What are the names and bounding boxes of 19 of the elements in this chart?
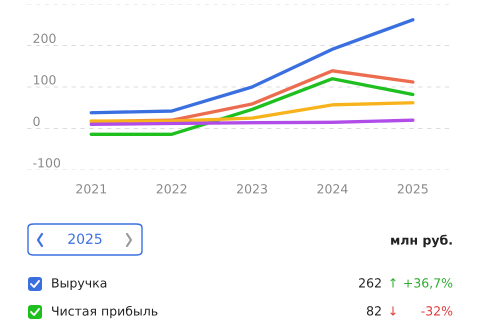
x-tick-label: 2023 xyxy=(237,184,267,194)
text: +36,7% xyxy=(404,278,452,289)
y-tick-label: 200 xyxy=(33,34,56,44)
legend-label: Выручка xyxy=(52,278,106,290)
legend-label: Чистая прибыль xyxy=(52,306,158,318)
x-tick-label: 2021 xyxy=(76,184,106,194)
text: -32% xyxy=(421,306,452,316)
text: 262 xyxy=(359,278,381,288)
text: млн руб. xyxy=(391,234,452,248)
text: ↑ xyxy=(390,278,396,288)
x-tick-label: 2024 xyxy=(317,184,348,194)
x-tick-label: 2022 xyxy=(156,184,186,194)
text: 82 xyxy=(366,306,381,316)
y-tick-label: 0 xyxy=(33,116,40,126)
x-tick-label: 2025 xyxy=(398,184,428,194)
text: ↓ xyxy=(390,306,396,316)
y-tick-label: 100 xyxy=(34,75,56,85)
text: 2025 xyxy=(68,234,102,244)
y-tick-label: -100 xyxy=(33,158,60,168)
